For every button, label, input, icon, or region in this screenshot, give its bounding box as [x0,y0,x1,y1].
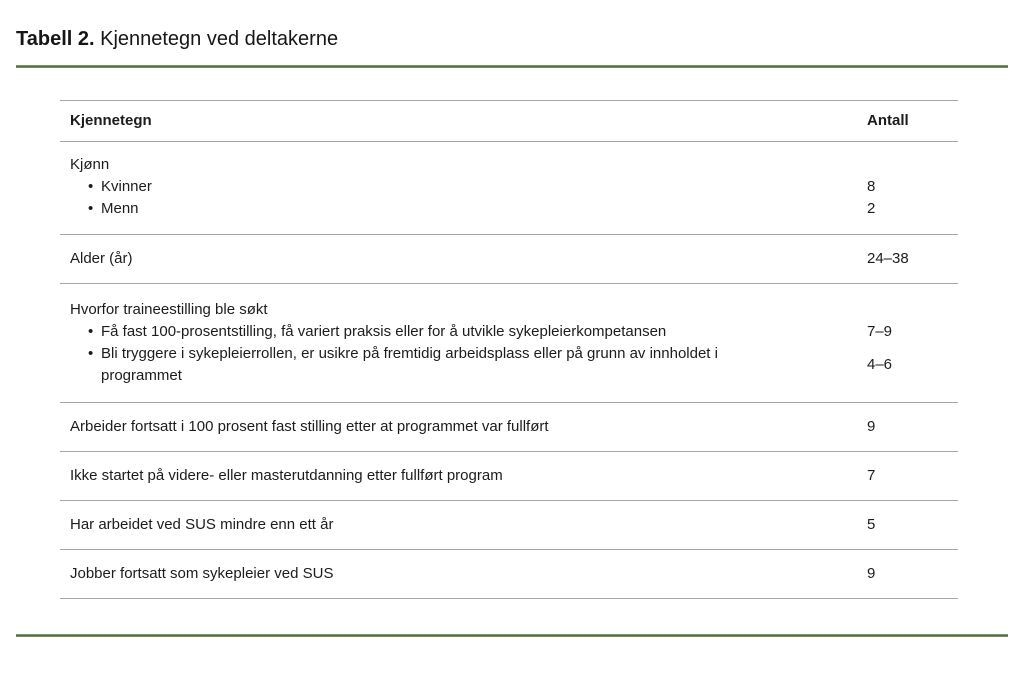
table-row-hvorfor: Hvorfor traineestilling ble søkt • Få fa… [60,283,958,402]
list-item: • Kvinner 8 [60,176,958,198]
row-value: 9 [867,565,876,582]
characteristics-table: Kjennetegn Antall Kjønn • Kvinner 8 • Me… [60,100,958,599]
list-item-value: 8 [867,178,876,195]
bullet-icon: • [88,323,94,340]
row-value: 5 [867,516,876,533]
list-item-value: 7–9 [867,323,893,340]
list-item-label: Kvinner [101,178,152,195]
table-row-arbeider-fortsatt: Arbeider fortsatt i 100 prosent fast sti… [60,402,958,451]
list-item: • Menn 2 [60,198,958,220]
top-accent-rule [16,65,1008,68]
row-value: 9 [867,418,876,435]
table-row-jobber-fortsatt: Jobber fortsatt som sykepleier ved SUS 9 [60,549,958,598]
row-label: Arbeider fortsatt i 100 prosent fast sti… [70,418,549,435]
list-item-value: 2 [867,200,876,217]
table-row-kjonn: Kjønn • Kvinner 8 • Menn 2 [60,141,958,234]
bottom-accent-rule [16,634,1008,637]
table-row-alder: Alder (år) 24–38 [60,234,958,283]
row-value: 7 [867,467,876,484]
row-label: Kjønn [70,156,110,173]
list-item-label: Menn [101,200,139,217]
row-label: Hvorfor traineestilling ble søkt [70,301,268,318]
figure-title-text: Kjennetegn ved deltakerne [94,28,339,50]
bullet-icon: • [88,200,94,217]
column-header-antall: Antall [867,112,909,129]
row-value: 24–38 [867,250,909,267]
list-item: • Få fast 100-prosentstilling, få varier… [60,321,958,343]
table-row-ikke-startet: Ikke startet på videre- eller masterutda… [60,451,958,500]
row-label: Har arbeidet ved SUS mindre enn ett år [70,516,334,533]
row-label: Ikke startet på videre- eller masterutda… [70,467,503,484]
list-item-label: Bli tryggere i sykepleierrollen, er usik… [101,345,718,384]
row-label: Jobber fortsatt som sykepleier ved SUS [70,565,334,582]
bullet-icon: • [88,345,94,362]
row-label: Alder (år) [70,250,133,267]
table-row-har-arbeidet: Har arbeidet ved SUS mindre enn ett år 5 [60,500,958,549]
figure-title-prefix: Tabell 2. [16,28,95,50]
list-item-label: Få fast 100-prosentstilling, få variert … [101,323,667,340]
column-header-kjennetegn: Kjennetegn [70,112,152,129]
list-item-value: 4–6 [867,356,893,373]
bullet-icon: • [88,178,94,195]
table-header-row: Kjennetegn Antall [60,100,958,141]
table-figure: Tabell 2. Kjennetegn ved deltakerne Kjen… [0,26,1024,685]
list-item: • Bli tryggere i sykepleierrollen, er us… [60,343,958,387]
figure-title: Tabell 2. Kjennetegn ved deltakerne [16,26,1008,52]
